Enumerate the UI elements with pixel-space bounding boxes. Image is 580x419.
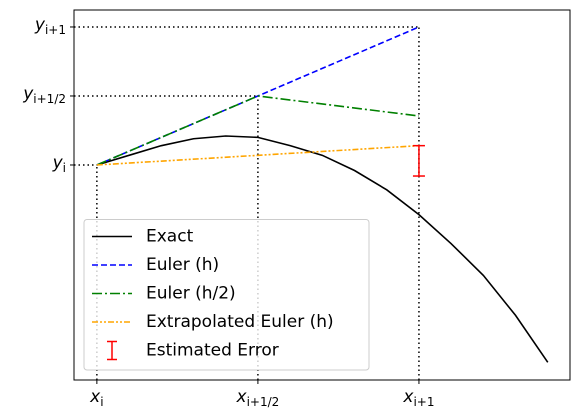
legend-box	[83, 219, 370, 371]
x-tick-label: xi+1	[402, 387, 434, 409]
series-line	[96, 135, 549, 363]
legend: Exact Euler (h) Euler (h/2) Extrapolated Eu…	[83, 219, 370, 371]
series-line	[96, 95, 420, 166]
legend-label: Estimated Error	[146, 341, 279, 361]
y-tick-label: yi+1	[34, 15, 66, 37]
series-line	[96, 144, 419, 166]
legend-label: Extrapolated Euler (h)	[146, 312, 334, 332]
y-tick-label: yi+1/2	[22, 84, 66, 106]
legend-label: Euler (h/2)	[146, 284, 236, 304]
legend-label: Exact	[146, 227, 194, 247]
x-tick-label: xi+1/2	[236, 387, 280, 409]
error-bar	[412, 144, 425, 177]
x-tick-label: xi	[89, 387, 103, 409]
axes-frame	[73, 9, 571, 381]
y-tick-label: yi	[52, 153, 66, 175]
legend-label: Euler (h)	[146, 255, 219, 275]
